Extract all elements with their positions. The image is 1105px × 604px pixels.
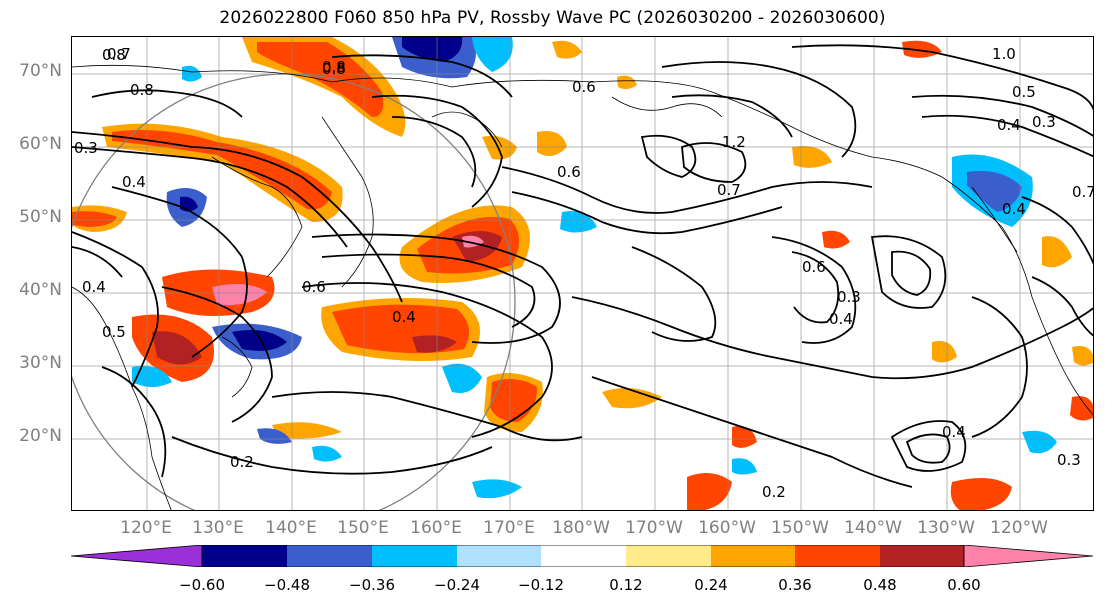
lon-label: 130°E: [192, 518, 244, 538]
colorbar-tick: −0.24: [434, 576, 480, 594]
colorbar-swatch: [287, 545, 372, 567]
lat-label: 40°N: [19, 280, 62, 300]
contour-label: 0.5: [1012, 83, 1036, 101]
contour-label: 0.4: [122, 173, 146, 191]
lat-label: 70°N: [19, 61, 62, 81]
colorbar-tick: 0.60: [947, 576, 981, 594]
contour-label: 0.6: [802, 258, 826, 276]
lon-label: 130°W: [917, 518, 975, 538]
lon-label: 170°E: [483, 518, 535, 538]
colorbar-tick: 0.48: [863, 576, 897, 594]
colorbar-swatch: [457, 545, 541, 567]
lon-label: 160°E: [410, 518, 462, 538]
map-title: 2026022800 F060 850 hPa PV, Rossby Wave …: [219, 8, 886, 28]
colorbar: [71, 545, 1094, 567]
colorbar-tick: −0.12: [518, 576, 564, 594]
contour-label: 0.7: [1072, 183, 1094, 201]
map-canvas: 0.8 0.7 0.8 0.3 0.4 0.8 0.4 0.5 0.4 0.8 …: [72, 37, 1094, 510]
contour-label-group: 0.8 0.7 0.8 0.3 0.4 0.8 0.4 0.5 0.4 0.8 …: [74, 45, 1094, 501]
contour-label: 0.6: [302, 278, 326, 296]
contour-label: 0.4: [942, 423, 966, 441]
colorbar-tick: 0.24: [694, 576, 728, 594]
colorbar-swatch: [795, 545, 880, 567]
colorbar-tick: 0.36: [778, 576, 812, 594]
colorbar-swatch: [626, 545, 711, 567]
contour-label: 0.3: [837, 288, 861, 306]
colorbar-tick: 0.12: [609, 576, 643, 594]
contour-label: 0.4: [1002, 200, 1026, 218]
colorbar-max-extend: [963, 545, 1094, 567]
lon-label: 140°W: [844, 518, 902, 538]
contour-label: 1.2: [722, 133, 746, 151]
lat-label: 20°N: [19, 426, 62, 446]
colorbar-tick: −0.48: [264, 576, 310, 594]
contour-label: 0.8: [322, 60, 346, 78]
colorbar-swatch: [202, 545, 287, 567]
lat-label: 60°N: [19, 134, 62, 154]
contour-label: 0.2: [762, 483, 786, 501]
pv-shading: [72, 37, 1093, 510]
contour-label: 0.4: [392, 308, 416, 326]
contour-label: 0.3: [74, 139, 98, 157]
lat-label: 30°N: [19, 353, 62, 373]
lon-label: 180°W: [552, 518, 610, 538]
contour-label: 1.0: [992, 45, 1016, 63]
contour-label: 0.4: [82, 278, 106, 296]
contour-label: 0.7: [107, 45, 131, 63]
contour-label: 0.4: [997, 116, 1021, 134]
colorbar-swatch: [880, 545, 964, 567]
lon-label: 140°E: [265, 518, 317, 538]
colorbar-swatch: [372, 545, 457, 567]
lon-label: 120°E: [120, 518, 172, 538]
contour-label: 0.8: [102, 46, 126, 64]
contour-label: 0.4: [829, 310, 853, 328]
lon-label: 160°W: [698, 518, 756, 538]
colorbar-swatch: [541, 545, 626, 567]
contour-label: 0.2: [230, 453, 254, 471]
lon-label: 170°W: [625, 518, 683, 538]
contour-label: 0.6: [557, 163, 581, 181]
map-panel[interactable]: 0.8 0.7 0.8 0.3 0.4 0.8 0.4 0.5 0.4 0.8 …: [71, 36, 1094, 511]
pv-contours: [72, 44, 1093, 488]
colorbar-tick: −0.60: [179, 576, 225, 594]
contour-label: 0.3: [1057, 451, 1081, 469]
lon-label: 150°E: [337, 518, 389, 538]
lon-label: 150°W: [771, 518, 829, 538]
graticule: [72, 37, 1093, 510]
contour-label: 0.3: [1032, 113, 1056, 131]
contour-label: 0.6: [572, 78, 596, 96]
contour-label: 0.8: [322, 58, 346, 76]
colorbar-swatch: [711, 545, 795, 567]
contour-label: 0.5: [102, 323, 126, 341]
colorbar-tick: −0.36: [349, 576, 395, 594]
colorbar-min-extend: [71, 545, 203, 567]
contour-label: 0.7: [717, 181, 741, 199]
lat-label: 50°N: [19, 207, 62, 227]
contour-label: 0.8: [130, 81, 154, 99]
lon-label: 120°W: [990, 518, 1048, 538]
